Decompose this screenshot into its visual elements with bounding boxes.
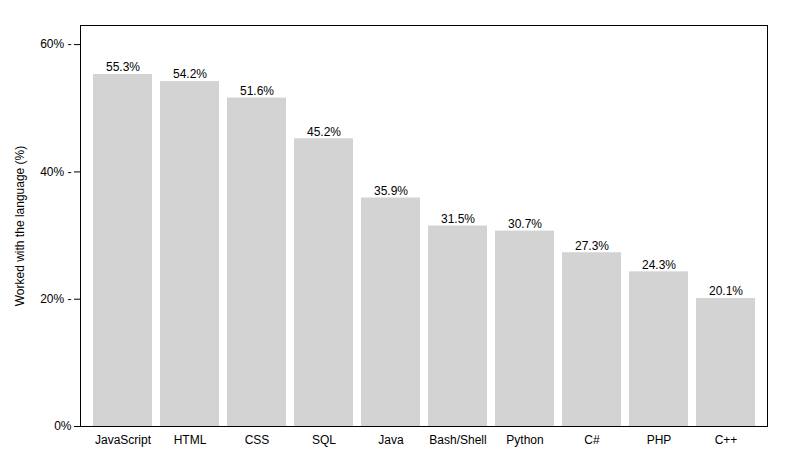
- svg-text:20.1%: 20.1%: [709, 284, 743, 298]
- svg-text:31.5%: 31.5%: [441, 212, 475, 226]
- svg-text:51.6%: 51.6%: [240, 84, 274, 98]
- svg-text:Python: Python: [506, 433, 543, 447]
- svg-text:20% -: 20% -: [40, 292, 71, 306]
- svg-text:Bash/Shell: Bash/Shell: [429, 433, 486, 447]
- svg-text:35.9%: 35.9%: [374, 184, 408, 198]
- svg-text:HTML: HTML: [174, 433, 207, 447]
- svg-text:C++: C++: [715, 433, 738, 447]
- svg-text:JavaScript: JavaScript: [95, 433, 152, 447]
- svg-text:45.2%: 45.2%: [307, 125, 341, 139]
- svg-text:30.7%: 30.7%: [508, 217, 542, 231]
- svg-text:PHP: PHP: [647, 433, 672, 447]
- svg-text:40% -: 40% -: [40, 165, 71, 179]
- svg-text:24.3%: 24.3%: [642, 258, 676, 272]
- svg-text:54.2%: 54.2%: [173, 67, 207, 81]
- svg-text:SQL: SQL: [312, 433, 336, 447]
- svg-text:Worked with the language (%): Worked with the language (%): [13, 146, 27, 307]
- svg-text:C#: C#: [584, 433, 600, 447]
- svg-text:27.3%: 27.3%: [575, 239, 609, 253]
- svg-text:Java: Java: [378, 433, 404, 447]
- svg-text:60% -: 60% -: [40, 37, 71, 51]
- svg-text:55.3%: 55.3%: [106, 60, 140, 74]
- svg-text:0%: 0%: [54, 419, 72, 433]
- svg-text:CSS: CSS: [245, 433, 270, 447]
